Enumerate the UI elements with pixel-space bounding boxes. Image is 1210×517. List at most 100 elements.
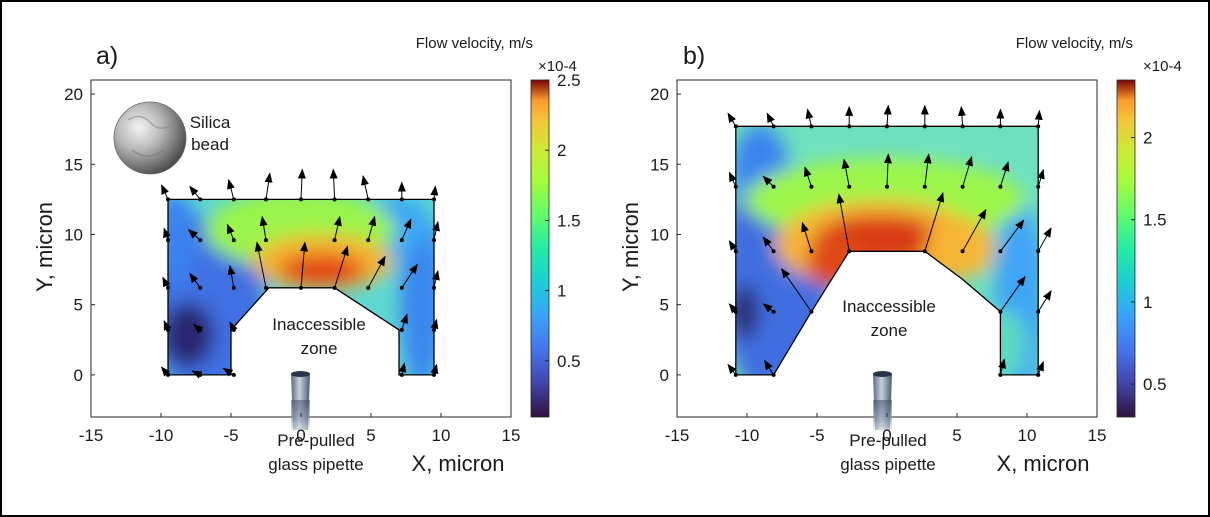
velocity-arrow (401, 263, 418, 289)
vector-origin-point (998, 124, 1003, 129)
velocity-arrow (430, 185, 439, 200)
vector-origin-point (960, 124, 965, 129)
velocity-arrow (264, 172, 273, 200)
velocity-arrow (728, 240, 738, 252)
vector-origin-point (231, 197, 236, 202)
vector-origin-point (198, 372, 203, 377)
velocity-arrow (432, 220, 440, 241)
vector-origin-point (166, 238, 170, 243)
y-tick-label: 0 (660, 366, 669, 385)
vector-origin-point (771, 372, 776, 377)
y-tick-label: 5 (660, 296, 669, 315)
vector-origin-point (771, 184, 776, 189)
velocity-arrow (1034, 109, 1043, 127)
y-axis-label: Y, micron (32, 202, 57, 292)
velocity-arrow (766, 112, 775, 127)
x-tick-label: -15 (665, 426, 690, 445)
vector-origin-point (809, 124, 814, 129)
y-tick-label: 15 (650, 155, 669, 174)
vector-origin-point (1036, 249, 1041, 254)
velocity-arrow (259, 215, 268, 241)
pipette-label-line2: glass pipette (268, 455, 363, 474)
vector-origin-point (998, 249, 1003, 254)
x-tick-label: 0 (882, 426, 891, 445)
velocity-arrow (781, 268, 812, 312)
inaccessible-zone-line2: zone (301, 339, 338, 358)
y-tick-labels: 0 5 10 15 20 (64, 85, 95, 385)
y-tick-label: 15 (64, 155, 83, 174)
vector-origin-point (847, 124, 852, 129)
velocity-arrow (801, 221, 812, 252)
vector-origin-point (733, 372, 738, 377)
velocity-arrow (227, 178, 235, 200)
inaccessible-zone-line2: zone (871, 321, 908, 340)
vector-origin-point (399, 327, 404, 332)
vector-origin-point (264, 197, 268, 202)
vector-origin-point (809, 184, 814, 189)
vector-origin-point (733, 124, 738, 129)
velocity-arrow (367, 215, 377, 241)
velocity-arrow (841, 158, 850, 187)
colorbar-exponent: ×10-4 (538, 58, 577, 75)
y-tick-label: 0 (74, 366, 83, 385)
vector-origin-point (922, 184, 927, 189)
velocity-arrow (764, 359, 775, 376)
vector-origin-point (1036, 372, 1041, 377)
vector-origin-point (399, 285, 404, 290)
x-tick-label: -5 (809, 426, 824, 445)
inaccessible-zone-line1: Inaccessible (842, 297, 936, 316)
colorbar-title: Flow velocity, m/s (1016, 35, 1133, 52)
vector-origin-point (885, 184, 889, 189)
velocity-arrow (187, 229, 201, 241)
vector-origin-point (166, 197, 170, 202)
bead-label-line2: bead (191, 135, 229, 154)
pipette-label-line1: Pre-pulled (849, 431, 927, 450)
velocity-arrow (999, 161, 1010, 187)
velocity-arrow (999, 219, 1025, 252)
vector-origin-point (432, 197, 436, 202)
vector-origin-point (809, 249, 814, 254)
colorbar-tick-label: 2 (557, 141, 566, 160)
velocity-arrow (189, 272, 201, 289)
velocity-arrow (727, 363, 737, 376)
x-tick-label: -5 (223, 426, 238, 445)
velocity-arrow (333, 215, 342, 241)
vector-origin-point (998, 184, 1003, 189)
vector-origin-point (922, 249, 927, 254)
velocity-arrow (727, 112, 737, 127)
velocity-arrow (1036, 168, 1045, 187)
colorbar-title: Flow velocity, m/s (416, 35, 533, 52)
vector-origin-point (809, 309, 814, 314)
x-tick-labels: -15 -10 -5 0 5 10 15 (665, 413, 1106, 445)
colorbar-tick-label: 0.5 (557, 352, 581, 371)
vector-origin-point (432, 285, 436, 290)
velocity-arrow (163, 227, 171, 241)
velocity-arrow (227, 264, 236, 288)
vector-origin-point (264, 238, 268, 243)
vector-origin-point (432, 372, 436, 377)
velocity-arrow (226, 223, 235, 241)
y-tick-labels: 0 5 10 15 20 (650, 85, 681, 385)
velocity-arrow (401, 218, 412, 241)
vector-origin-point (432, 238, 436, 243)
glass-pipette (291, 371, 310, 432)
velocity-arrow (1037, 227, 1052, 252)
velocity-arrow (297, 168, 306, 200)
colorbar-tick-label: 1 (557, 282, 566, 301)
velocity-arrow (962, 155, 973, 187)
vector-origin-point (847, 184, 852, 189)
x-tick-label: 10 (432, 426, 451, 445)
vector-origin-point (998, 309, 1003, 314)
velocity-arrow (361, 175, 369, 200)
y-axis-label: Y, micron (618, 202, 643, 292)
vector-origin-point (231, 372, 236, 377)
bead-label-line1: Silica (190, 113, 231, 132)
x-tick-label: -10 (149, 426, 174, 445)
colorbar-tick-label: 1 (1143, 293, 1152, 312)
vector-origin-point (771, 124, 776, 129)
pipette-label-line2: glass pipette (840, 455, 935, 474)
velocity-arrow (805, 108, 814, 127)
vector-origin-point (366, 285, 371, 290)
vector-origin-point (771, 309, 776, 314)
